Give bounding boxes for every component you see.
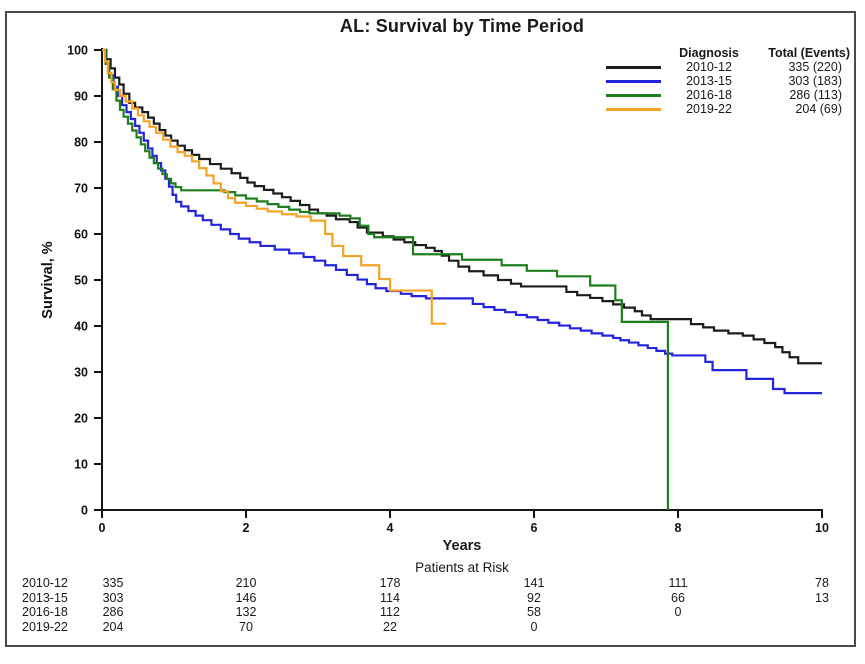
y-tick-label: 50 [74, 274, 88, 288]
survival-curve-2016-18 [102, 48, 670, 510]
legend-diagnosis-label: 2010-12 [686, 60, 732, 74]
legend-swatch-line [606, 65, 661, 69]
risk-count: 114 [380, 590, 400, 605]
y-tick-label: 30 [74, 366, 88, 380]
legend: Diagnosis Total (Events) 2010-12 335 (220… [606, 46, 850, 116]
y-tick-label: 70 [74, 182, 88, 196]
risk-row-2013-15: 2013-15 303 146 114 92 66 13 [0, 591, 865, 605]
risk-row-2019-22: 2019-22 204 70 22 0 [0, 620, 865, 634]
y-tick-label: 60 [74, 228, 88, 242]
legend-swatch-line [606, 107, 661, 111]
legend-diagnosis-label: 2016-18 [686, 88, 732, 102]
survival-curve-2013-15 [102, 48, 822, 395]
risk-count: 112 [380, 605, 400, 619]
risk-count: 92 [527, 590, 541, 605]
y-tick-label: 80 [74, 136, 88, 150]
risk-count: 70 [239, 619, 253, 634]
risk-count: 13 [815, 590, 829, 605]
risk-count: 286 [102, 605, 124, 619]
x-tick-label: 0 [99, 521, 106, 535]
risk-row-2010-12: 2010-12 335 210 178 141 111 78 [0, 576, 865, 590]
y-tick-label: 100 [67, 44, 88, 58]
y-tick-label: 90 [74, 90, 88, 104]
patients-at-risk-title: Patients at Risk [415, 560, 509, 575]
risk-count: 146 [235, 590, 257, 605]
risk-count: 132 [235, 605, 257, 619]
legend-diagnosis-label: 2013-15 [686, 74, 732, 88]
risk-count: 78 [815, 576, 829, 590]
legend-row-2016-18: 2016-18 286 (113) [606, 88, 850, 102]
risk-row-label: 2019-22 [22, 619, 68, 634]
risk-count: 178 [379, 576, 401, 590]
chart-title: AL: Survival by Time Period [339, 16, 585, 36]
legend-header-spacer [606, 46, 672, 60]
y-tick-label: 0 [81, 504, 88, 518]
legend-diagnosis-label: 2019-22 [686, 102, 732, 116]
risk-count: 141 [523, 576, 545, 590]
survival-curve-2010-12 [102, 48, 822, 365]
legend-header: Diagnosis Total (Events) [606, 46, 850, 60]
y-tick-label: 20 [74, 412, 88, 426]
risk-count: 66 [671, 590, 685, 605]
legend-header-diagnosis: Diagnosis [679, 46, 739, 60]
risk-count: 111 [668, 576, 688, 590]
legend-total-events-value: 303 (183) [788, 74, 842, 88]
risk-count: 58 [527, 605, 541, 619]
risk-count: 0 [674, 605, 682, 619]
y-tick-label: 40 [74, 320, 88, 334]
risk-count: 204 [102, 619, 124, 634]
x-axis-title: Years [442, 538, 482, 554]
figure-border [5, 11, 856, 647]
x-tick-label: 6 [531, 521, 538, 535]
x-tick-label: 4 [387, 521, 394, 535]
risk-row-label: 2013-15 [22, 590, 68, 605]
legend-swatch-line [606, 93, 661, 97]
risk-count: 335 [102, 576, 124, 590]
x-tick-label: 8 [675, 521, 682, 535]
risk-row-label: 2016-18 [22, 605, 68, 619]
legend-total-events-value: 204 (69) [795, 102, 842, 116]
risk-count: 210 [235, 576, 257, 590]
risk-count: 303 [102, 590, 124, 605]
legend-header-total-events: Total (Events) [768, 46, 850, 60]
legend-swatch-line [606, 79, 661, 83]
legend-row-2019-22: 2019-22 204 (69) [606, 102, 850, 116]
risk-row-2016-18: 2016-18 286 132 112 58 0 [0, 605, 865, 619]
legend-row-2013-15: 2013-15 303 (183) [606, 74, 850, 88]
legend-total-events-value: 335 (220) [788, 60, 842, 74]
legend-row-2010-12: 2010-12 335 (220) [606, 60, 850, 74]
x-tick-label: 10 [815, 521, 829, 535]
x-tick-label: 2 [243, 521, 250, 535]
legend-rows: 2010-12 335 (220) 2013-15 303 (183) 2016-18 2… [606, 60, 850, 116]
y-tick-label: 10 [74, 458, 88, 472]
y-axis-title: Survival, % [40, 241, 56, 318]
legend-total-events-value: 286 (113) [789, 88, 842, 102]
survival-curve-2019-22 [102, 48, 447, 325]
risk-row-label: 2010-12 [22, 576, 68, 590]
risk-count: 0 [530, 619, 538, 634]
risk-count: 22 [383, 619, 397, 634]
